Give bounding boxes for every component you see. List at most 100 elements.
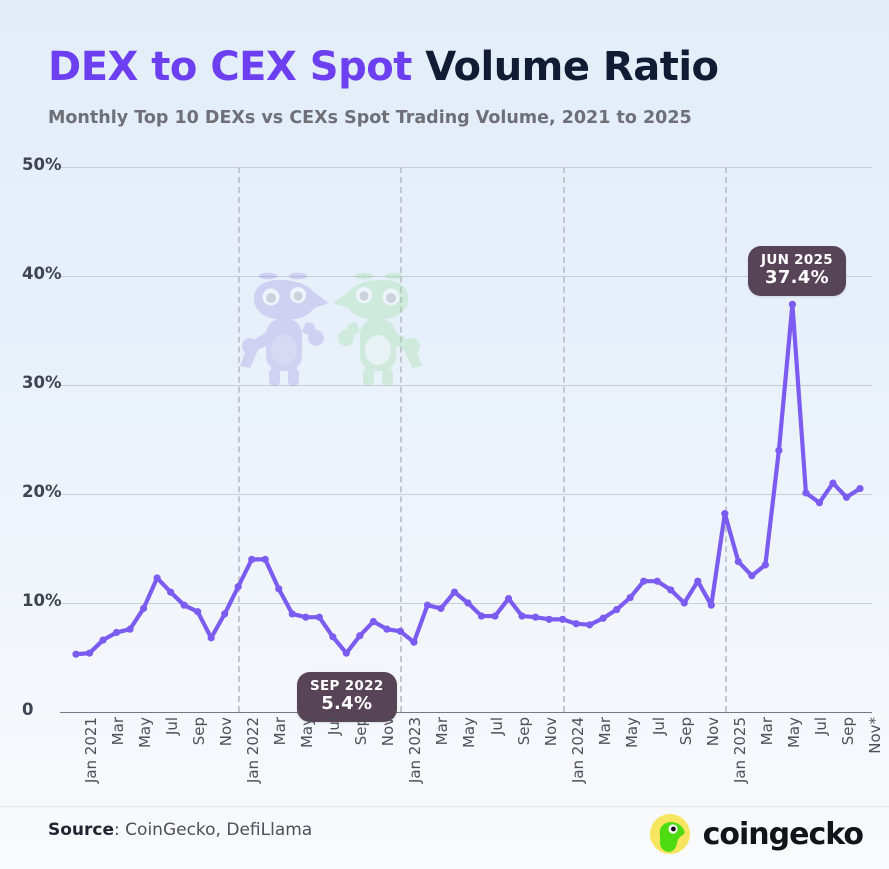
x-tick-label: May [622,717,641,749]
x-tick-label: Sep [190,717,209,746]
data-point[interactable] [748,572,756,580]
source-note: Source: CoinGecko, DefiLlama [48,820,312,840]
callout-value: 37.4% [765,267,829,289]
x-tick-label: Sep [838,717,857,746]
data-point[interactable] [856,484,864,493]
x-tick-label: Mar [757,717,776,746]
year-divider-jan-2023 [400,167,403,712]
data-point[interactable] [99,636,107,644]
data-point[interactable] [829,479,837,487]
data-point[interactable] [85,649,94,657]
x-tick-label: Jul [811,717,830,736]
data-point[interactable] [842,493,851,501]
source-label: Source [48,820,115,840]
x-tick-label: Sep [514,717,533,746]
data-point[interactable] [559,615,567,623]
x-tick-label: May [298,717,317,749]
y-tick-label-30%: 30% [22,373,62,393]
data-point[interactable] [153,574,161,582]
data-point[interactable] [613,605,621,614]
source-separator: : [114,820,126,840]
callout-date: JUN 2025 [761,252,833,268]
data-point[interactable] [572,620,580,628]
gecko-mascots-illustration [240,272,422,386]
data-point[interactable] [504,595,513,603]
x-tick-label: Mar [595,717,614,746]
data-point[interactable] [491,612,499,620]
data-point[interactable] [545,615,553,623]
data-point[interactable] [194,608,202,616]
data-point[interactable] [261,555,269,563]
data-point[interactable] [640,577,648,585]
gridline-30 [60,385,872,386]
x-axis: Jan 2021 Mar May Jul Sep Nov Jan 2022 Mar May Jul… [60,713,884,808]
data-point[interactable] [734,557,742,566]
data-point[interactable] [423,601,432,609]
data-point[interactable] [207,634,215,642]
y-tick-label-20%: 20% [22,482,62,502]
data-point[interactable] [815,499,824,507]
data-point[interactable] [396,627,405,635]
page-subtitle: Monthly Top 10 DEXs vs CEXs Spot Trading… [48,108,692,128]
y-tick-label-50%: 50% [22,155,62,175]
data-point[interactable] [72,650,80,658]
data-point[interactable] [167,588,175,596]
callout-sep-2022: SEP 2022 5.4% [297,672,397,723]
data-point[interactable] [126,625,134,633]
x-tick-label: Mar [433,717,452,746]
data-point[interactable] [383,625,391,633]
data-point[interactable] [721,510,729,518]
data-point[interactable] [680,599,688,607]
data-point[interactable] [653,577,661,585]
data-point[interactable] [356,632,364,640]
data-point[interactable] [180,601,188,609]
data-point[interactable] [707,601,715,609]
data-point[interactable] [342,649,350,657]
data-point[interactable] [518,612,526,620]
data-point[interactable] [139,604,148,613]
data-point[interactable] [248,555,256,563]
data-point[interactable] [586,621,594,629]
data-point[interactable] [221,610,229,618]
callout-value: 5.4% [321,693,373,715]
data-point[interactable] [761,561,769,569]
data-point[interactable] [788,300,797,308]
data-point[interactable] [329,633,337,641]
title-rest: Volume Ratio [411,44,719,90]
data-point[interactable] [410,638,418,646]
data-point[interactable] [626,593,634,602]
data-point[interactable] [694,577,702,585]
data-point[interactable] [369,617,377,626]
data-point[interactable] [599,614,607,622]
callout-jun-2025: JUN 2025 37.4% [748,246,846,297]
data-point[interactable] [275,585,283,593]
coingecko-gecko-icon [649,814,690,854]
data-point[interactable] [775,446,783,454]
data-point[interactable] [667,586,675,594]
data-point[interactable] [531,613,540,621]
x-tick-label: Jan 2025 [730,717,749,784]
data-point[interactable] [288,610,296,618]
gridline-20 [60,494,872,495]
data-point[interactable] [450,588,459,596]
data-point[interactable] [464,599,472,607]
gecko-green-icon [333,272,422,386]
x-tick-label: Jan 2024 [568,717,587,784]
year-divider-jan-2024 [562,167,565,712]
data-point[interactable] [802,489,810,497]
x-tick-label: Mar [109,717,128,746]
data-point[interactable] [234,583,242,591]
y-tick-label-40%: 40% [22,264,62,284]
title-accent: DEX to CEX Spot [48,44,412,90]
x-tick-label: Jul [649,717,668,736]
data-point[interactable] [437,604,445,613]
data-point[interactable] [315,613,323,621]
data-point[interactable] [477,612,486,620]
x-tick-label: Jul [487,717,506,736]
year-divider-jan-2025 [724,167,727,712]
coingecko-wordmark: coingecko [702,816,864,852]
data-point[interactable] [302,613,310,621]
data-point[interactable] [112,628,121,637]
gecko-purple-icon [240,272,329,386]
